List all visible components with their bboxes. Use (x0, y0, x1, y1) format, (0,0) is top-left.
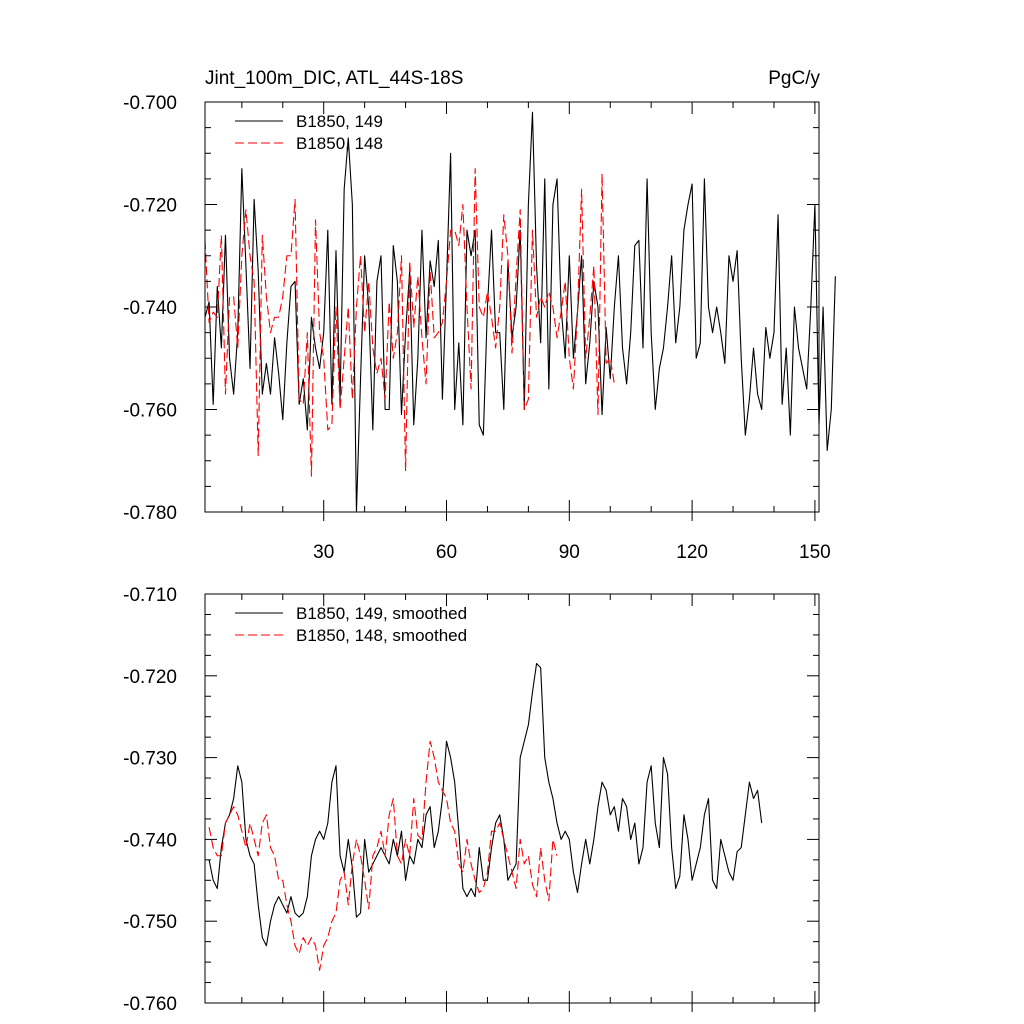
plot-frame (204, 593, 820, 1004)
series-line-1 (208, 662, 763, 947)
y-tick-label: -0.730 (123, 749, 177, 770)
legend-label-1: B1850, 149, smoothed (296, 604, 467, 623)
bottom-panel: -0.760 -0.750 -0.740 -0.730 -0.720 -0.710 B185… (123, 585, 820, 1015)
y-tick-label: -0.740 (123, 298, 177, 319)
legend-label-2: B1850, 148, smoothed (296, 626, 467, 645)
y-tick-label: -0.740 (123, 830, 177, 851)
x-tick-label: 150 (799, 542, 831, 563)
x-tick-label: 120 (676, 542, 708, 563)
legend-label-2: B1850, 148 (296, 134, 383, 153)
y-tick-label: -0.760 (123, 401, 177, 422)
series-line-2 (204, 168, 615, 477)
x-tick-label: 60 (436, 542, 457, 563)
x-tick-label: 90 (559, 542, 580, 563)
y-tick-label: -0.750 (123, 912, 177, 933)
x-tick-label: 30 (313, 542, 334, 563)
y-tick-label: -0.760 (123, 994, 177, 1015)
y-tick-label: -0.780 (123, 503, 177, 524)
y-tick-label: -0.720 (123, 196, 177, 217)
y-tick-label: -0.720 (123, 667, 177, 688)
legend-label-1: B1850, 149 (296, 112, 383, 131)
series-line-1 (204, 111, 836, 513)
chart-title: Jint_100m_DIC, ATL_44S-18S (205, 68, 463, 89)
y-tick-label: -0.700 (123, 93, 177, 114)
series-line-2 (208, 740, 558, 971)
y-tick-label: -0.710 (123, 585, 177, 606)
units-label: PgC/y (768, 68, 820, 89)
top-panel: Jint_100m_DIC, ATL_44S-18S PgC/y 30 60 90 1… (123, 68, 836, 563)
